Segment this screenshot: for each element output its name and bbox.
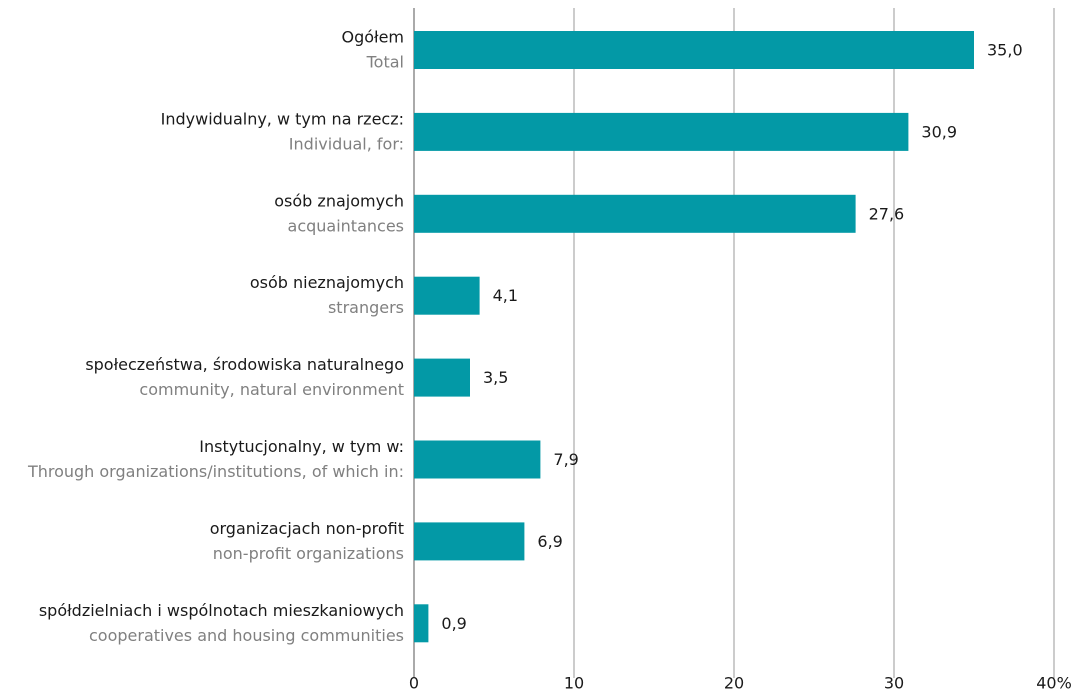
category-label: społeczeństwa, środowiska naturalnego xyxy=(85,355,404,374)
category-sublabel: Individual, for: xyxy=(289,134,404,153)
bar xyxy=(414,440,541,479)
category-sublabel: community, natural environment xyxy=(139,380,404,399)
value-label: 4,1 xyxy=(493,286,518,305)
category-sublabel: strangers xyxy=(328,298,404,317)
bar xyxy=(414,194,856,233)
bar xyxy=(414,604,429,643)
bar xyxy=(414,522,525,561)
x-tick-label: 40% xyxy=(1036,674,1072,691)
bar xyxy=(414,31,974,69)
value-label: 7,9 xyxy=(553,450,578,469)
value-label: 0,9 xyxy=(441,614,466,633)
x-tick-label: 10 xyxy=(564,674,584,691)
category-label: Indywidualny, w tym na rzecz: xyxy=(161,109,404,128)
category-label: osób znajomych xyxy=(274,191,404,210)
category-sublabel: Through organizations/institutions, of w… xyxy=(27,462,404,481)
bar xyxy=(414,358,470,397)
value-label: 27,6 xyxy=(869,204,905,223)
category-sublabel: Total xyxy=(366,53,404,72)
bar xyxy=(414,112,909,151)
value-label: 6,9 xyxy=(537,532,562,551)
bar xyxy=(414,276,480,315)
category-sublabel: non-profit organizations xyxy=(213,544,404,563)
x-tick-label: 20 xyxy=(724,674,744,691)
value-label: 35,0 xyxy=(987,41,1023,60)
category-label: organizacjach non-profit xyxy=(210,519,404,538)
category-label: spółdzielniach i wspólnotach mieszkaniow… xyxy=(39,601,404,620)
category-label: Ogółem xyxy=(341,28,404,47)
category-sublabel: cooperatives and housing communities xyxy=(89,626,404,645)
value-label: 30,9 xyxy=(921,122,957,141)
category-sublabel: acquaintances xyxy=(288,216,404,235)
x-tick-label: 0 xyxy=(409,674,419,691)
category-label: osób nieznajomych xyxy=(250,273,404,292)
value-label: 3,5 xyxy=(483,368,508,387)
category-label: Instytucjonalny, w tym w: xyxy=(199,437,404,456)
x-tick-label: 30 xyxy=(884,674,904,691)
